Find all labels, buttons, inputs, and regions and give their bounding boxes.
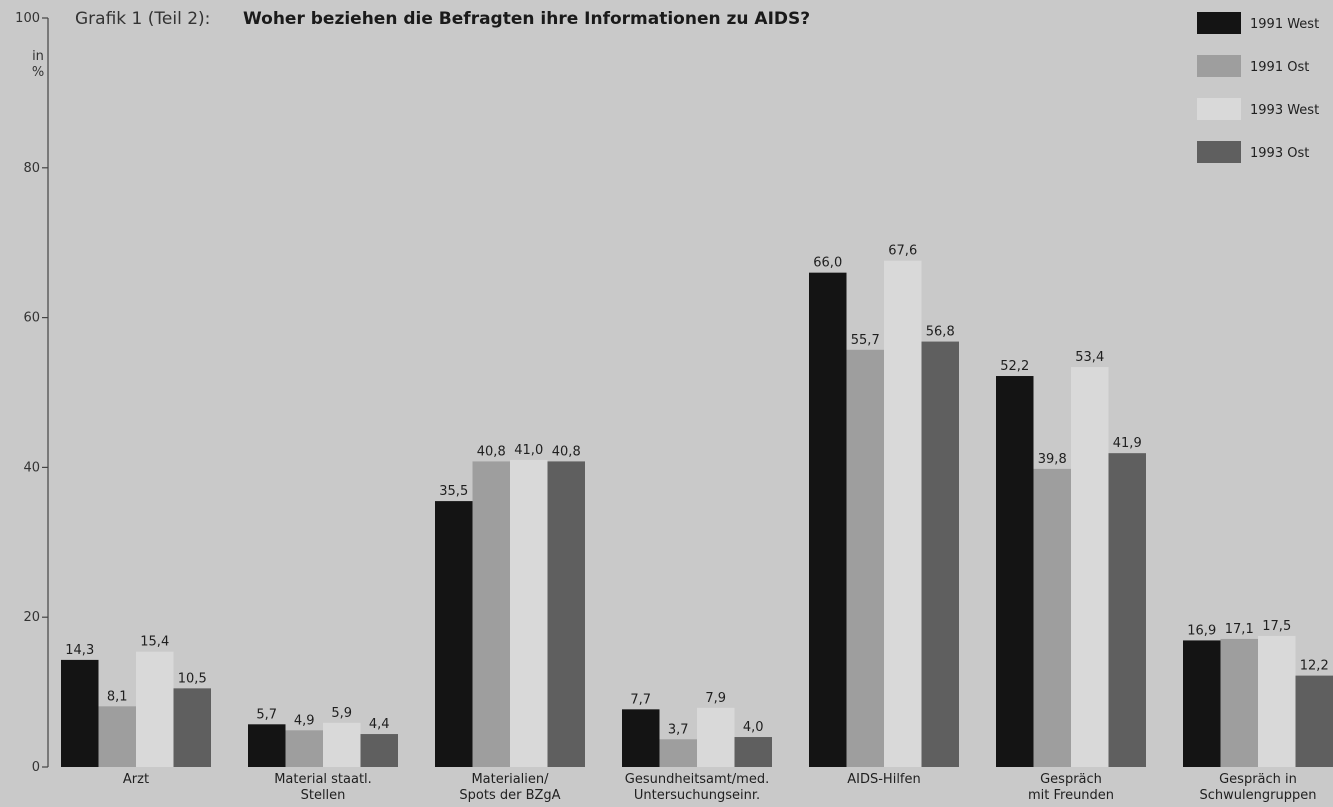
bar <box>884 260 922 767</box>
value-label: 39,8 <box>1038 452 1067 467</box>
value-label: 53,4 <box>1075 350 1104 365</box>
y-tick-label: 60 <box>23 311 40 326</box>
bar <box>659 739 697 767</box>
bar <box>734 737 772 767</box>
legend-swatch <box>1197 98 1241 120</box>
value-label: 17,5 <box>1262 619 1291 634</box>
bar <box>1258 635 1296 767</box>
legend-label: 1991 West <box>1250 17 1319 32</box>
value-labels: 14,3 8,1 15,4 10,5 5,7 4,9 5,9 4,4 35,5 40,8 41,0 4… <box>65 244 1328 738</box>
y-tick-label: 0 <box>32 760 40 775</box>
category-labels: Arzt Material staatl. Stellen Materialien/S… <box>123 772 1317 803</box>
bar <box>173 688 211 767</box>
value-label: 35,5 <box>439 484 468 499</box>
bar <box>472 461 510 767</box>
value-label: 55,7 <box>851 333 880 348</box>
value-label: 41,9 <box>1113 436 1142 451</box>
category-label: Arzt <box>123 772 149 787</box>
bar <box>510 459 548 767</box>
legend-label: 1993 West <box>1250 103 1319 118</box>
bar <box>1071 367 1109 767</box>
bars <box>61 260 1333 767</box>
value-label: 7,9 <box>705 691 726 706</box>
y-tick-label: 40 <box>23 460 40 475</box>
bar <box>1033 468 1071 767</box>
bar <box>921 341 959 767</box>
value-label: 5,9 <box>331 706 352 721</box>
bar <box>697 707 735 767</box>
value-label: 67,6 <box>888 244 917 259</box>
category-label: Materialien/Spots der BZgA <box>459 772 560 803</box>
bar <box>61 659 99 767</box>
value-label: 16,9 <box>1187 623 1216 638</box>
bar <box>98 706 136 767</box>
bar <box>996 376 1034 767</box>
legend-swatch <box>1197 141 1241 163</box>
value-label: 10,5 <box>178 671 207 686</box>
legend-label: 1993 Ost <box>1250 146 1309 161</box>
bar <box>1183 640 1221 767</box>
legend-swatch <box>1197 12 1241 34</box>
bar <box>547 461 585 767</box>
category-label: Gespräch mit Freunden <box>1028 772 1114 803</box>
value-label: 4,0 <box>743 720 764 735</box>
value-label: 41,0 <box>514 443 543 458</box>
value-label: 7,7 <box>630 692 651 707</box>
category-label: Material staatl. Stellen <box>274 772 372 803</box>
bar <box>248 724 286 767</box>
category-label: Gespräch in Schwulengruppen <box>1200 772 1317 803</box>
value-label: 4,9 <box>294 713 315 728</box>
bar <box>435 501 473 767</box>
bar <box>360 734 398 767</box>
legend-label: 1991 Ost <box>1250 60 1309 75</box>
value-label: 5,7 <box>256 707 277 722</box>
value-label: 52,2 <box>1000 359 1029 374</box>
y-unit-label-line-2: % <box>32 65 44 80</box>
bar <box>1220 638 1258 767</box>
bar <box>1295 675 1333 767</box>
value-label: 15,4 <box>140 635 169 650</box>
bar <box>809 272 847 767</box>
value-label: 3,7 <box>668 722 689 737</box>
value-label: 4,4 <box>369 717 390 732</box>
bar <box>323 722 361 767</box>
value-label: 12,2 <box>1300 659 1329 674</box>
value-label: 66,0 <box>813 256 842 271</box>
y-unit-label-line-1: in <box>32 49 44 64</box>
y-tick-label: 100 <box>15 11 40 26</box>
bar <box>846 349 884 767</box>
value-label: 17,1 <box>1225 622 1254 637</box>
bar <box>285 730 323 767</box>
value-label: 40,8 <box>477 444 506 459</box>
value-label: 14,3 <box>65 643 94 658</box>
value-label: 56,8 <box>926 325 955 340</box>
legend-swatch <box>1197 55 1241 77</box>
bar <box>136 651 174 767</box>
y-tick-label: 20 <box>23 610 40 625</box>
bar <box>622 709 660 767</box>
value-label: 40,8 <box>552 444 581 459</box>
y-tick-label: 80 <box>23 161 40 176</box>
bar <box>1108 453 1146 767</box>
axes: 0 20 40 60 80 100 <box>15 11 49 775</box>
value-label: 8,1 <box>107 689 128 704</box>
legend: 1991 West 1991 Ost 1993 West 1993 Ost <box>1197 12 1319 163</box>
category-label: AIDS-Hilfen <box>847 772 921 787</box>
chart-title: Woher beziehen die Befragten ihre Inform… <box>243 9 810 29</box>
category-label: Gesundheitsamt/med. Untersuchungseinr. <box>625 772 769 803</box>
chart-title-prefix: Grafik 1 (Teil 2): <box>75 9 210 29</box>
